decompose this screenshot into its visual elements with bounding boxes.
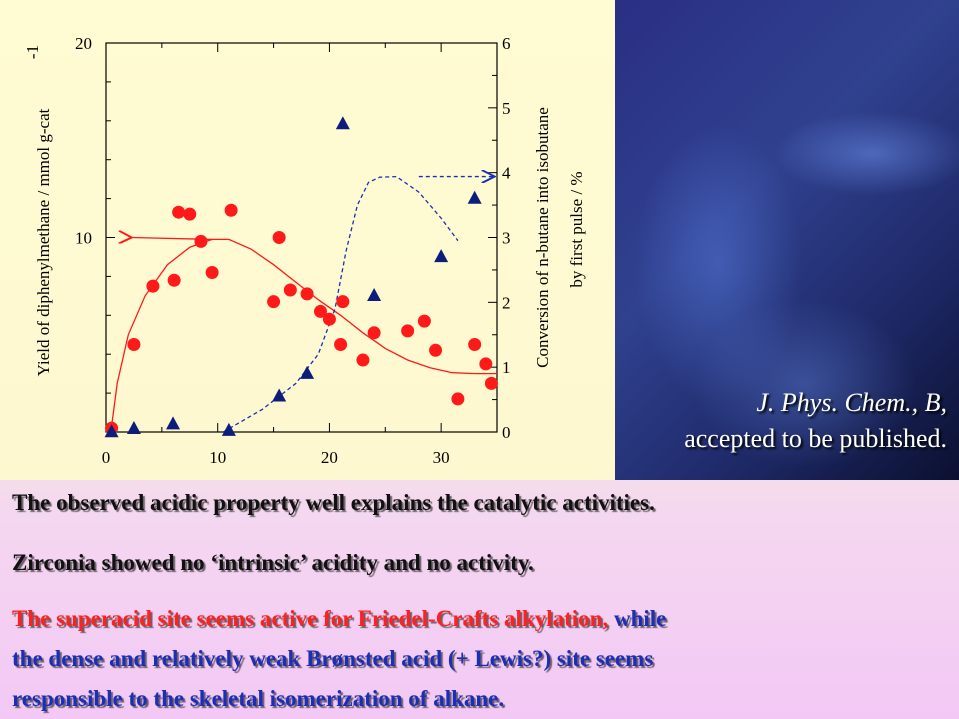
data-point-triangle [434, 249, 449, 263]
y-right-tick-label: 0 [502, 423, 511, 442]
data-point-circle [224, 203, 238, 217]
data-point-circle [336, 295, 350, 309]
x-tick-label: 30 [433, 448, 450, 467]
y-right-tick-label: 2 [502, 293, 511, 312]
summary-line-2: Zirconia showed no ‘intrinsic’ acidity a… [12, 550, 534, 575]
data-point-triangle [335, 116, 350, 130]
data-point-circle [484, 376, 498, 390]
y-right-axis-label-line2: by first pulse / % [567, 171, 586, 287]
x-tick-label: 0 [102, 448, 111, 467]
data-point-circle [367, 326, 381, 340]
data-point-circle [417, 314, 431, 328]
y-left-axis-label-sup: -1 [23, 45, 42, 59]
summary-line-5: responsible to the skeletal isomerizatio… [12, 686, 505, 711]
y-left-axis-label: Yield of diphenylmethane / mmol g-cat [34, 108, 53, 376]
decorative-blue-panel: J. Phys. Chem., B, accepted to be publis… [615, 0, 959, 480]
data-point-triangle [104, 424, 119, 438]
chart-panel: 0 10 20 30 10 20 0 1 2 3 4 5 6 Yield of diphenylmeth… [0, 0, 615, 480]
data-point-circle [183, 207, 197, 221]
data-point-circle [322, 312, 336, 326]
summary-line-3: The superacid site seems active for Frie… [12, 606, 666, 632]
summary-line-1: The observed acidic property well explai… [12, 490, 655, 515]
data-point-triangle [166, 416, 181, 430]
citation: J. Phys. Chem., B, accepted to be publis… [684, 385, 947, 457]
data-point-circle [267, 295, 281, 309]
data-point-circle [127, 337, 141, 351]
y-left-tick-label: 10 [75, 229, 92, 248]
data-point-circle [401, 324, 415, 338]
data-point-circle [334, 337, 348, 351]
plot-frame [105, 42, 498, 433]
data-point-triangle [272, 388, 287, 402]
data-point-circle [468, 337, 482, 351]
summary-line-3-blue: while [608, 606, 667, 631]
data-point-circle [300, 287, 314, 301]
summary-text: The observed acidic property well explai… [0, 480, 959, 719]
y-right-tick-label: 4 [502, 164, 511, 183]
data-point-circle [205, 266, 219, 280]
x-tick-label: 20 [321, 448, 338, 467]
scatter-chart: 0 10 20 30 10 20 0 1 2 3 4 5 6 Yield of diphenylmeth… [23, 34, 586, 467]
data-point-circle [429, 343, 443, 357]
data-point-triangle [300, 365, 315, 379]
data-point-circle [356, 353, 370, 367]
data-point-circle [272, 231, 286, 244]
citation-status: accepted to be published. [684, 424, 947, 453]
data-point-circle [479, 357, 493, 371]
y-left-tick-label: 20 [75, 34, 92, 53]
data-point-circle [167, 273, 181, 287]
data-point-circle [313, 304, 327, 318]
y-right-tick-label: 5 [502, 99, 511, 118]
summary-line-4: the dense and relatively weak Brønsted a… [12, 646, 654, 671]
y-right-tick-label: 6 [502, 34, 511, 53]
x-tick-label: 10 [209, 448, 226, 467]
data-point-triangle [221, 422, 236, 436]
y-right-axis-label-line1: Conversion of n-butane into isobutane [533, 107, 552, 368]
data-point-circle [194, 234, 208, 248]
data-point-circle [172, 205, 186, 219]
y-right-tick-label: 3 [502, 229, 511, 248]
trend-line-right [222, 175, 459, 433]
data-point-circle [283, 283, 297, 297]
trend-line-left [110, 238, 497, 427]
data-point-triangle [126, 420, 141, 434]
data-point-circle [451, 392, 465, 406]
citation-journal: J. Phys. Chem., B, [756, 388, 947, 417]
summary-line-3-red: The superacid site seems active for Frie… [12, 606, 609, 631]
y-right-tick-label: 1 [502, 358, 511, 377]
data-point-circle [146, 279, 160, 293]
data-point-triangle [467, 190, 482, 204]
data-point-triangle [367, 288, 382, 302]
